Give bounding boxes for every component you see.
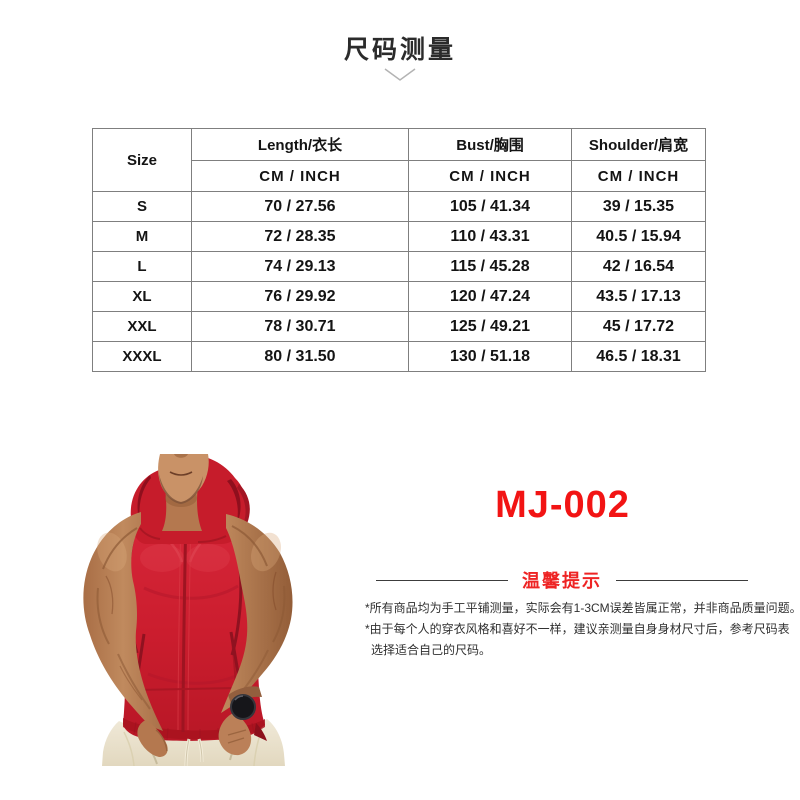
cell-size: XL — [92, 281, 192, 312]
product-photo-illustration — [83, 454, 293, 767]
table-row: M 72 / 28.35 110 / 43.31 40.5 / 15.94 — [92, 221, 706, 252]
col-header-shoulder: Shoulder/肩宽 — [571, 128, 706, 161]
cell-bust: 110 / 43.31 — [408, 221, 572, 252]
cell-shoulder: 43.5 / 17.13 — [571, 281, 706, 312]
col-header-size: Size — [92, 128, 192, 192]
table-header-row: Size Length/衣长 Bust/胸围 Shoulder/肩宽 — [92, 128, 706, 192]
table-row: S 70 / 27.56 105 / 41.34 39 / 15.35 — [92, 191, 706, 222]
col-header-bust: Bust/胸围 — [408, 128, 572, 161]
cell-bust: 125 / 49.21 — [408, 311, 572, 342]
cell-length: 72 / 28.35 — [191, 221, 409, 252]
cell-size: XXXL — [92, 341, 192, 372]
left-arm — [83, 512, 163, 731]
cell-shoulder: 39 / 15.35 — [571, 191, 706, 222]
size-chart: Size Length/衣长 Bust/胸围 Shoulder/肩宽 CM / … — [92, 128, 706, 372]
cell-size: M — [92, 221, 192, 252]
cell-shoulder: 42 / 16.54 — [571, 251, 706, 282]
cell-length: 74 / 29.13 — [191, 251, 409, 282]
units-shoulder: CM / INCH — [571, 160, 706, 192]
tip-line: 选择适合自己的尺码。 — [371, 643, 492, 657]
table-row: L 74 / 29.13 115 / 45.28 42 / 16.54 — [92, 251, 706, 282]
cell-length: 80 / 31.50 — [191, 341, 409, 372]
cell-size: XXL — [92, 311, 192, 342]
cell-bust: 120 / 47.24 — [408, 281, 572, 312]
col-header-length: Length/衣长 — [191, 128, 409, 161]
tip-line: *所有商品均为手工平铺测量，实际会有1-3CM误差皆属正常，并非商品质量问题。 — [365, 601, 800, 615]
face — [158, 454, 209, 531]
cell-bust: 105 / 41.34 — [408, 191, 572, 222]
cell-length: 78 / 30.71 — [191, 311, 409, 342]
table-units-row: CM / INCH CM / INCH CM / INCH — [93, 160, 706, 192]
tips-rule-left — [376, 579, 508, 581]
tip-line: *由于每个人的穿衣风格和喜好不一样，建议亲测量自身身材尺寸后，参考尺码表 — [365, 622, 790, 636]
tips-body: *所有商品均为手工平铺测量，实际会有1-3CM误差皆属正常，并非商品质量问题。 … — [365, 598, 800, 661]
tips-rule-right — [616, 579, 748, 581]
cell-size: L — [92, 251, 192, 282]
units-bust: CM / INCH — [408, 160, 572, 192]
table-row: XL 76 / 29.92 120 / 47.24 43.5 / 17.13 — [92, 281, 706, 312]
cell-shoulder: 40.5 / 15.94 — [571, 221, 706, 252]
size-chart-table: Size Length/衣长 Bust/胸围 Shoulder/肩宽 CM / … — [92, 128, 706, 372]
tips-title: 温馨提示 — [522, 571, 602, 591]
cell-bust: 130 / 51.18 — [408, 341, 572, 372]
chevron-down-icon — [384, 68, 416, 81]
product-photo — [40, 436, 360, 767]
left-hand — [137, 720, 168, 757]
table-row: XXXL 80 / 31.50 130 / 51.18 46.5 / 18.31 — [92, 341, 706, 372]
cell-shoulder: 46.5 / 18.31 — [571, 341, 706, 372]
cell-length: 76 / 29.92 — [191, 281, 409, 312]
tips-header: 温馨提示 — [376, 570, 748, 591]
cell-length: 70 / 27.56 — [191, 191, 409, 222]
model-code: MJ-002 — [495, 484, 630, 526]
cell-shoulder: 45 / 17.72 — [571, 311, 706, 342]
hoodie-vest — [115, 501, 267, 741]
cell-bust: 115 / 45.28 — [408, 251, 572, 282]
units-length: CM / INCH — [191, 160, 409, 192]
cell-size: S — [92, 191, 192, 222]
drawstring — [184, 738, 204, 767]
table-row: XXL 78 / 30.71 125 / 49.21 45 / 17.72 — [92, 311, 706, 342]
page-title: 尺码测量 — [343, 36, 456, 64]
right-hand — [218, 713, 252, 756]
watch — [228, 686, 262, 720]
